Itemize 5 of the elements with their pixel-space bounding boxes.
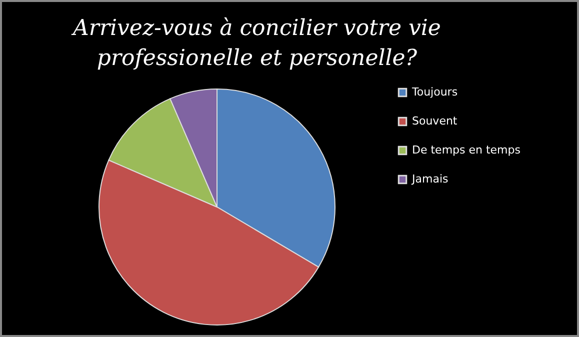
legend-label: Toujours (411, 86, 458, 98)
legend-label: De temps en temps (412, 144, 521, 156)
legend-label: Jamais (411, 172, 448, 186)
legend-label: Souvent (412, 114, 458, 128)
chart-title: Arrivez-vous à concilier votre vie professionelle et personelle? (70, 15, 442, 73)
